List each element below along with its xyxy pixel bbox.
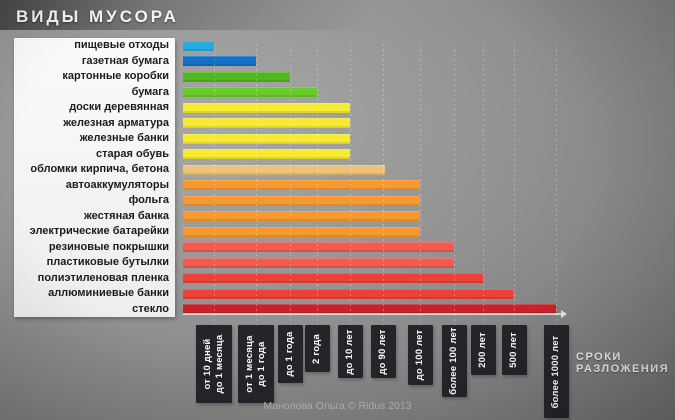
- x-axis-line: [183, 313, 561, 315]
- x-axis-title-line2: РАЗЛОЖЕНИЯ: [576, 363, 670, 375]
- bar: [183, 102, 350, 113]
- tick-box: до 1 года: [277, 325, 303, 383]
- tick-label: 200 лет: [477, 332, 488, 368]
- credit-line: Манолова Ольга © Ridus 2013: [263, 400, 412, 412]
- category-label: доски деревянная: [69, 101, 169, 114]
- tick-box: до 90 лет: [370, 325, 396, 378]
- bar: [183, 304, 556, 315]
- category-panel: пищевые отходы газетная бумага картонные к…: [14, 38, 175, 317]
- category-label: стекло: [132, 302, 169, 315]
- tick-box: до 100 лет: [407, 325, 433, 385]
- bar: [183, 180, 420, 191]
- tick-label: 500 лет: [508, 332, 519, 368]
- tick-label: от 1 месяца до 1 года: [244, 335, 267, 393]
- tick-box: от 10 дней до 1 месяца: [196, 325, 232, 403]
- bar: [183, 133, 350, 144]
- tick-label: до 100 лет: [414, 329, 425, 381]
- category-label: аллюминиевые банки: [48, 287, 169, 300]
- grid-line: [556, 44, 557, 325]
- category-label: пищевые отходы: [74, 39, 169, 52]
- tick-box: 2 года: [304, 325, 330, 372]
- bar: [183, 87, 317, 98]
- tick-box: 500 лет: [501, 325, 527, 375]
- category-label: железные банки: [79, 132, 169, 145]
- page-title: ВИДЫ МУСОРА: [16, 7, 179, 26]
- category-label: полиэтиленовая пленка: [37, 271, 169, 284]
- bar: [183, 56, 256, 67]
- tick-box: более 1000 лет: [543, 325, 569, 418]
- tick-label: до 1 года: [284, 331, 295, 377]
- category-label: резиновые покрышки: [48, 240, 169, 253]
- category-label: картонные коробки: [62, 70, 169, 83]
- category-label: старая обувь: [96, 147, 169, 160]
- bar: [183, 226, 420, 237]
- bar: [183, 71, 290, 82]
- x-axis-title: СРОКИ РАЗЛОЖЕНИЯ: [576, 351, 669, 375]
- tick-label: до 10 лет: [344, 328, 355, 375]
- category-label: жестяная банка: [84, 209, 169, 222]
- bar: [183, 273, 483, 284]
- bar: [183, 149, 350, 160]
- bar: [183, 242, 454, 253]
- x-axis-arrow-icon: [561, 310, 567, 318]
- bar: [183, 211, 420, 222]
- tick-label: от 10 дней до 1 месяца: [202, 334, 225, 394]
- bar: [183, 195, 420, 206]
- tick-box: от 1 месяца до 1 года: [238, 325, 274, 403]
- tick-label: более 1000 лет: [550, 335, 561, 408]
- category-label: электрические батарейки: [29, 225, 169, 238]
- grid-line: [483, 44, 484, 325]
- bar: [183, 257, 454, 268]
- category-label: пластиковые бутылки: [46, 256, 169, 269]
- bar: [183, 288, 513, 299]
- bar: [183, 164, 385, 175]
- tick-box: 200 лет: [470, 325, 496, 375]
- category-label: автоаккумуляторы: [65, 178, 169, 191]
- tick-label: более 100 лет: [448, 327, 459, 395]
- tick-label: 2 года: [311, 333, 322, 364]
- x-axis-title-line1: СРОКИ: [576, 351, 622, 363]
- category-label: обломки кирпича, бетона: [30, 163, 169, 176]
- tick-box: до 10 лет: [337, 325, 363, 378]
- grid-line: [514, 44, 515, 325]
- category-label: железная арматура: [63, 116, 169, 129]
- bar: [183, 118, 350, 129]
- category-label: газетная бумага: [81, 54, 169, 67]
- category-label: бумага: [131, 85, 169, 98]
- tick-box: более 100 лет: [441, 325, 467, 397]
- category-label: фольга: [128, 194, 169, 207]
- bar: [183, 40, 214, 51]
- tick-label: до 90 лет: [377, 328, 388, 375]
